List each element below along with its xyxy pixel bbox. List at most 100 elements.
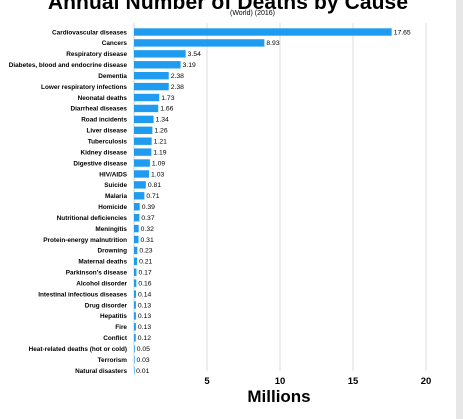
chart-title: Annual Number of Deaths by Cause — [47, 0, 409, 14]
bar-15 — [134, 192, 145, 200]
category-label: Lower respiratory infections — [41, 84, 127, 91]
bar-8 — [134, 115, 154, 124]
category-label: Neonatal deaths — [78, 95, 128, 102]
value-label: 0.39 — [142, 204, 155, 211]
category-label: Diabetes, blood and endocrine disease — [9, 62, 128, 69]
value-label: 0.05 — [137, 346, 150, 353]
bar-20 — [134, 246, 138, 255]
category-label: Hepatitis — [100, 313, 127, 320]
bar-0 — [134, 28, 392, 36]
bar-19 — [134, 235, 139, 244]
bar-13 — [134, 170, 150, 178]
value-label: 2.38 — [171, 73, 184, 80]
bar-2 — [134, 50, 186, 58]
value-label: 3.54 — [188, 51, 201, 58]
value-label: 17.65 — [394, 29, 411, 36]
value-label: 0.16 — [138, 280, 151, 287]
bar-21 — [134, 257, 138, 266]
value-label: 0.14 — [138, 291, 151, 298]
category-label: Digestive disease — [73, 160, 127, 167]
category-label: Road incidents — [81, 117, 127, 124]
value-label: 8.93 — [266, 40, 279, 47]
bar-29 — [134, 344, 135, 353]
category-label: Homicide — [98, 204, 127, 211]
x-tick-label: 15 — [348, 376, 359, 387]
value-label: 0.17 — [138, 270, 151, 277]
value-label: 1.66 — [160, 106, 173, 113]
value-label: 1.26 — [154, 128, 167, 135]
category-label: Terrorism — [98, 357, 128, 364]
category-label: Heat-related deaths (hot or cold) — [29, 346, 127, 353]
bar-27 — [134, 323, 136, 331]
chart-subtitle: (World) (2016) — [230, 10, 275, 17]
category-label: Nutritional deficiencies — [57, 215, 128, 222]
x-tick-label: 20 — [421, 376, 432, 387]
value-label: 0.32 — [141, 226, 154, 233]
value-label: 0.31 — [141, 237, 154, 244]
value-label: 0.21 — [139, 259, 152, 266]
bar-12 — [134, 159, 150, 167]
category-label: Dementia — [98, 73, 127, 80]
value-label: 0.13 — [138, 302, 151, 309]
bar-11 — [134, 148, 152, 156]
bar-24 — [134, 290, 137, 298]
category-label: Natural disasters — [75, 368, 127, 375]
category-label: Drug disorder — [85, 302, 128, 309]
value-label: 0.13 — [138, 324, 151, 331]
bar-25 — [134, 301, 136, 309]
window-edge — [456, 0, 463, 419]
category-label: Diarrheal diseases — [71, 106, 128, 113]
bar-7 — [134, 104, 159, 113]
x-tick-label: 10 — [275, 376, 286, 387]
category-label: Fire — [115, 324, 127, 331]
category-label: Malaria — [105, 193, 127, 200]
bar-23 — [134, 279, 137, 287]
bar-1 — [134, 39, 265, 47]
bar-31 — [134, 366, 135, 375]
category-label: Conflict — [103, 335, 128, 342]
category-label: Liver disease — [86, 128, 127, 135]
value-label: 1.73 — [161, 95, 174, 102]
value-label: 0.37 — [141, 215, 154, 222]
category-label: Meningitis — [95, 226, 127, 233]
category-label: Tuberculosis — [88, 139, 128, 146]
bar-18 — [134, 224, 139, 233]
category-label: Protein-energy malnutrition — [43, 237, 127, 244]
bar-10 — [134, 137, 152, 145]
x-axis-label: Millions — [247, 387, 311, 406]
category-label: HIV/AIDS — [99, 171, 127, 178]
value-label: 0.03 — [136, 357, 149, 364]
bar-30 — [134, 355, 135, 364]
category-label: Cardiovascular diseases — [52, 29, 127, 36]
category-label: Parkinson's disease — [66, 270, 128, 277]
bar-5 — [134, 82, 169, 91]
bar-28 — [134, 334, 136, 342]
category-label: Respiratory disease — [66, 51, 127, 58]
value-label: 0.13 — [138, 313, 151, 320]
category-label: Intestinal infectious diseases — [38, 291, 127, 298]
value-label: 2.38 — [171, 84, 184, 91]
value-label: 0.71 — [146, 193, 159, 200]
bar-17 — [134, 213, 140, 222]
category-label: Drowning — [98, 248, 128, 255]
category-label: Suicide — [104, 182, 127, 189]
bar-22 — [134, 268, 137, 276]
bar-3 — [134, 61, 181, 69]
value-label: 1.03 — [151, 171, 164, 178]
category-label: Alcohol disorder — [76, 280, 127, 287]
value-label: 3.19 — [183, 62, 196, 69]
bar-26 — [134, 312, 136, 320]
bar-16 — [134, 203, 140, 211]
bar-6 — [134, 93, 160, 102]
value-label: 0.01 — [136, 368, 149, 375]
bar-4 — [134, 71, 169, 80]
x-tick-label: 5 — [204, 376, 210, 387]
category-label: Kidney disease — [80, 149, 127, 156]
category-label: Cancers — [102, 40, 128, 47]
value-label: 0.23 — [139, 248, 152, 255]
category-label: Maternal deaths — [78, 259, 127, 266]
value-label: 1.19 — [153, 149, 166, 156]
bar-14 — [134, 181, 146, 189]
